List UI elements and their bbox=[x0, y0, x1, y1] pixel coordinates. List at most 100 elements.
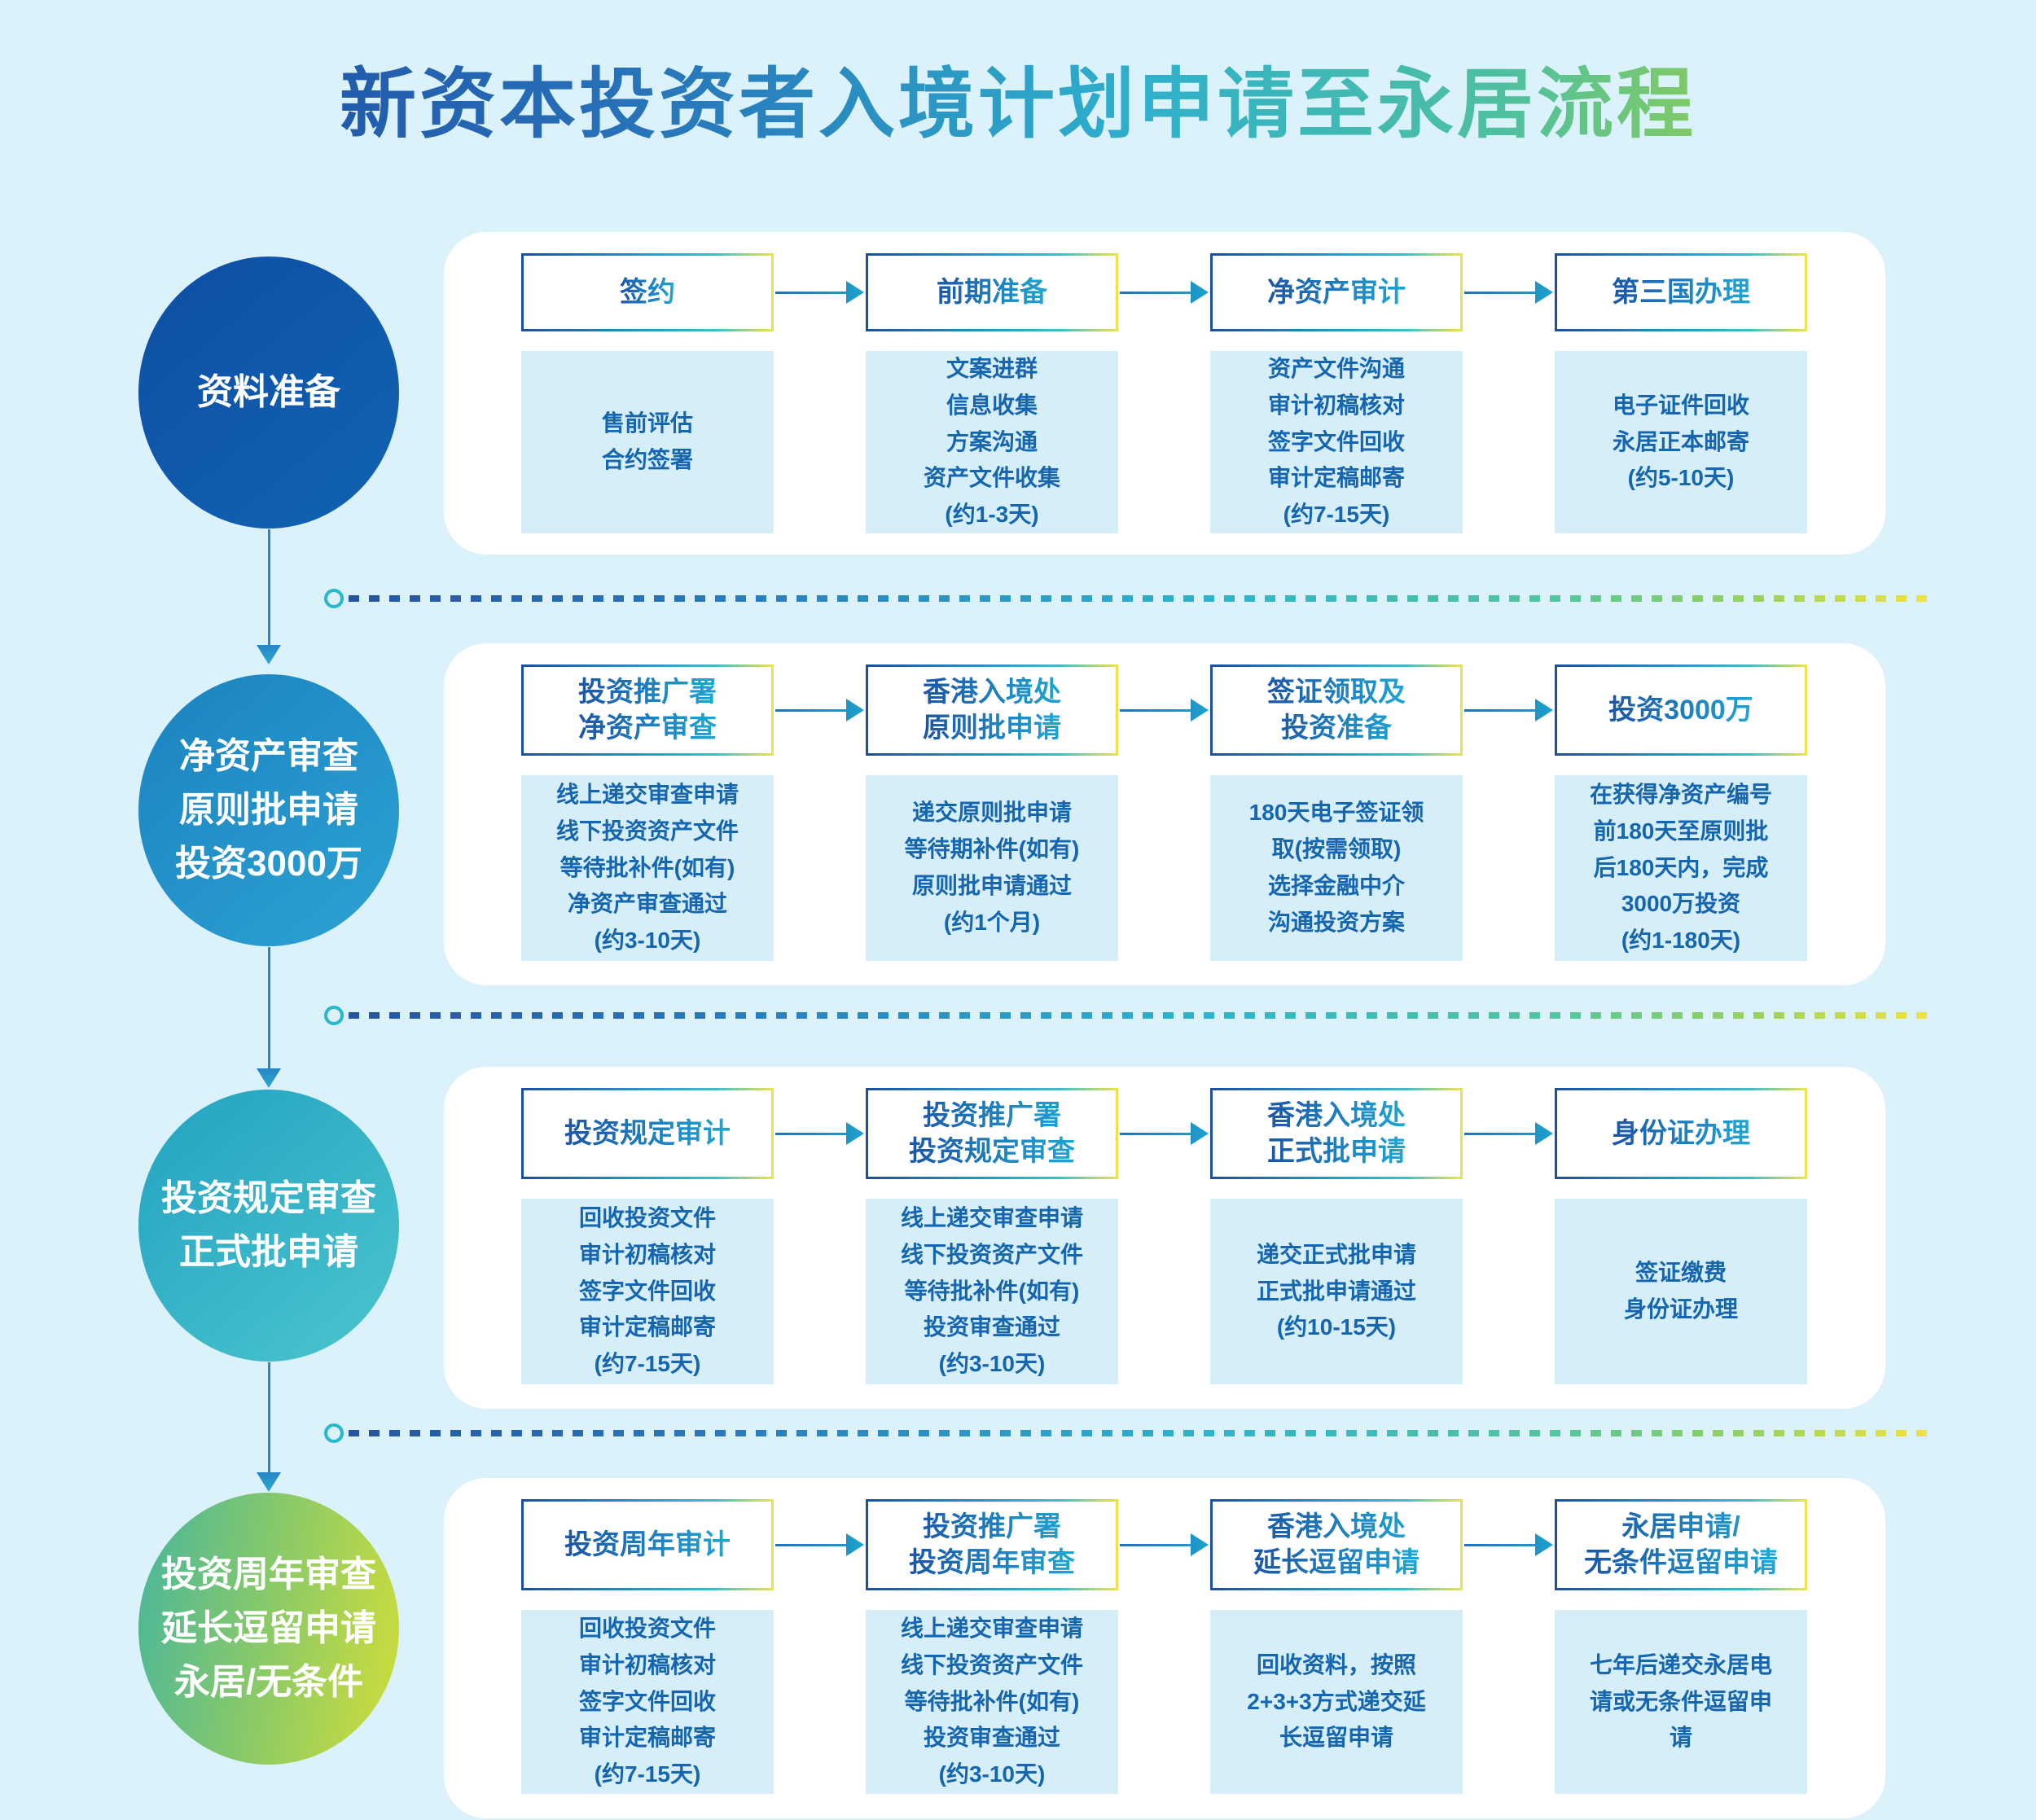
step-detail-box: 递交正式批申请 正式批申请通过 (约10-15天) bbox=[1210, 1199, 1463, 1384]
step-detail-box: 回收投资文件 审计初稿核对 签字文件回收 审计定稿邮寄 (约7-15天) bbox=[521, 1610, 774, 1794]
step-title-box: 香港入境处 正式批申请 bbox=[1210, 1088, 1463, 1179]
arrow-head bbox=[1191, 699, 1209, 721]
step-detail-text: 在获得净资产编号 前180天至原则批 后180天内，完成 3000万投资 (约1… bbox=[1589, 782, 1772, 954]
row-grid: 投资规定审计 回收投资文件 审计初稿核对 签字文件回收 审计定稿邮寄 (约7-1… bbox=[521, 1088, 1808, 1384]
step-title: 香港入境处 正式批申请 bbox=[1267, 1098, 1406, 1169]
arrow-line bbox=[1464, 708, 1535, 712]
step-preparation: 前期准备 文案进群 信息收集 方案沟通 资产文件收集 (约1-3天) bbox=[866, 253, 1118, 533]
step-title: 身份证办理 bbox=[1612, 1116, 1750, 1151]
step-detail-box: 回收投资文件 审计初稿核对 签字文件回收 审计定稿邮寄 (约7-15天) bbox=[521, 1199, 774, 1384]
step-investhk-net-asset: 投资推广署 净资产审查 线上递交审查申请 线下投资资产文件 等待批补件(如有) … bbox=[521, 664, 774, 961]
arrow-line bbox=[1464, 291, 1535, 294]
step-title: 投资推广署 投资周年审查 bbox=[909, 1509, 1075, 1581]
arrow-right-icon bbox=[1118, 1499, 1210, 1590]
arrow-right-icon bbox=[1463, 1088, 1555, 1179]
arrow-head bbox=[1535, 1122, 1553, 1145]
step-title: 投资推广署 净资产审查 bbox=[578, 674, 717, 746]
step-immd-formal-approval: 香港入境处 正式批申请 递交正式批申请 正式批申请通过 (约10-15天) bbox=[1210, 1088, 1463, 1384]
arrow-line bbox=[1464, 1543, 1535, 1546]
arrow-right-icon bbox=[1118, 664, 1210, 756]
step-investhk-rule-review: 投资推广署 投资规定审查 线上递交审查申请 线下投资资产文件 等待批补件(如有)… bbox=[866, 1088, 1118, 1384]
step-detail-text: 回收投资文件 审计初稿核对 签字文件回收 审计定稿邮寄 (约7-15天) bbox=[578, 1205, 716, 1377]
step-title: 净资产审计 bbox=[1267, 274, 1406, 310]
step-detail-box: 线上递交审查申请 线下投资资产文件 等待批补件(如有) 投资审查通过 (约3-1… bbox=[866, 1610, 1118, 1794]
row-card-investment-rule: 投资规定审计 回收投资文件 审计初稿核对 签字文件回收 审计定稿邮寄 (约7-1… bbox=[444, 1067, 1885, 1409]
step-title-box: 香港入境处 延长逗留申请 bbox=[1210, 1499, 1463, 1590]
step-detail-text: 线上递交审查申请 线下投资资产文件 等待批补件(如有) 净资产审查通过 (约3-… bbox=[555, 782, 739, 954]
step-title-box: 投资周年审计 bbox=[521, 1499, 774, 1590]
step-detail-text: 七年后递交永居电 请或无条件逗留申 请 bbox=[1589, 1651, 1772, 1751]
step-title-box: 投资推广署 投资规定审查 bbox=[866, 1088, 1118, 1179]
arrow-right-icon bbox=[1118, 1088, 1210, 1179]
arrow-right-icon bbox=[1118, 253, 1210, 331]
step-title: 前期准备 bbox=[937, 274, 1047, 310]
step-detail-box: 电子证件回收 永居正本邮寄 (约5-10天) bbox=[1555, 351, 1807, 533]
arrow-right-icon bbox=[1463, 1499, 1555, 1590]
step-detail-box: 售前评估 合约签署 bbox=[521, 351, 774, 533]
row-card-net-asset: 投资推广署 净资产审查 线上递交审查申请 线下投资资产文件 等待批补件(如有) … bbox=[444, 643, 1885, 985]
arrow-down-icon bbox=[257, 645, 281, 664]
step-title: 永居申请/ 无条件逗留申请 bbox=[1584, 1509, 1778, 1581]
step-title: 投资规定审计 bbox=[564, 1116, 731, 1151]
arrow-line bbox=[775, 1543, 846, 1546]
arrow-head bbox=[1191, 1533, 1209, 1556]
stage-circle-anniversary: 投资周年审查 延长逗留申请 永居/无条件 bbox=[138, 1493, 399, 1765]
connector-line-1 bbox=[268, 529, 270, 645]
dashed-separator-3 bbox=[324, 1423, 1927, 1443]
step-detail-box: 线上递交审查申请 线下投资资产文件 等待批补件(如有) 投资审查通过 (约3-1… bbox=[866, 1199, 1118, 1384]
arrow-line bbox=[1120, 291, 1191, 294]
step-detail-box: 资产文件沟通 审计初稿核对 签字文件回收 审计定稿邮寄 (约7-15天) bbox=[1210, 351, 1463, 533]
step-third-country: 第三国办理 电子证件回收 永居正本邮寄 (约5-10天) bbox=[1555, 253, 1807, 533]
row-grid: 投资周年审计 回收投资文件 审计初稿核对 签字文件回收 审计定稿邮寄 (约7-1… bbox=[521, 1499, 1808, 1794]
step-detail-text: 文案进群 信息收集 方案沟通 资产文件收集 (约1-3天) bbox=[923, 356, 1060, 528]
step-title: 签约 bbox=[620, 274, 675, 310]
row-card-anniversary: 投资周年审计 回收投资文件 审计初稿核对 签字文件回收 审计定稿邮寄 (约7-1… bbox=[444, 1478, 1885, 1818]
step-detail-text: 资产文件沟通 审计初稿核对 签字文件回收 审计定稿邮寄 (约7-15天) bbox=[1267, 356, 1405, 528]
arrow-right-icon bbox=[774, 664, 866, 756]
dashed-line bbox=[349, 1430, 1927, 1436]
arrow-head bbox=[846, 1122, 864, 1145]
step-title: 投资周年审计 bbox=[564, 1527, 731, 1563]
step-detail-box: 线上递交审查申请 线下投资资产文件 等待批补件(如有) 净资产审查通过 (约3-… bbox=[521, 775, 774, 961]
page-title: 新资本投资者入境计划申请至永居流程 bbox=[0, 42, 2036, 153]
step-invest-30m: 投资3000万 在获得净资产编号 前180天至原则批 后180天内，完成 300… bbox=[1555, 664, 1807, 961]
arrow-head bbox=[1535, 281, 1553, 304]
step-permanent-residency: 永居申请/ 无条件逗留申请 七年后递交永居电 请或无条件逗留申 请 bbox=[1555, 1499, 1807, 1794]
step-title: 投资推广署 投资规定审查 bbox=[909, 1098, 1075, 1169]
arrow-line bbox=[775, 291, 846, 294]
arrow-head bbox=[846, 699, 864, 721]
arrow-line bbox=[1120, 1132, 1191, 1135]
arrow-head bbox=[846, 1533, 864, 1556]
step-immd-extension: 香港入境处 延长逗留申请 回收资料，按照 2+3+3方式递交延 长逗留申请 bbox=[1210, 1499, 1463, 1794]
connector-line-3 bbox=[268, 1362, 270, 1472]
arrow-head bbox=[1535, 699, 1553, 721]
arrow-right-icon bbox=[1463, 664, 1555, 756]
step-detail-box: 180天电子签证领 取(按需领取) 选择金融中介 沟通投资方案 bbox=[1210, 775, 1463, 961]
step-title: 第三国办理 bbox=[1612, 274, 1750, 310]
connector-line-2 bbox=[268, 947, 270, 1068]
stage-circle-net-asset: 净资产审查 原则批申请 投资3000万 bbox=[138, 674, 399, 946]
step-title-box: 前期准备 bbox=[866, 253, 1118, 331]
step-detail-text: 递交原则批申请 等待期补件(如有) 原则批申请通过 (约1个月) bbox=[904, 800, 1080, 935]
step-detail-box: 回收资料，按照 2+3+3方式递交延 长逗留申请 bbox=[1210, 1610, 1463, 1794]
step-detail-text: 签证缴费 身份证办理 bbox=[1623, 1260, 1738, 1322]
step-title-box: 签约 bbox=[521, 253, 774, 331]
step-title: 香港入境处 延长逗留申请 bbox=[1253, 1509, 1419, 1581]
step-detail-box: 签证缴费 身份证办理 bbox=[1555, 1199, 1807, 1384]
stage-circle-materials: 资料准备 bbox=[138, 257, 399, 528]
step-title-box: 投资推广署 投资周年审查 bbox=[866, 1499, 1118, 1590]
step-detail-text: 180天电子签证领 取(按需领取) 选择金融中介 沟通投资方案 bbox=[1248, 800, 1424, 935]
stage-circle-investment-rule: 投资规定审查 正式批申请 bbox=[138, 1090, 399, 1362]
step-detail-text: 回收资料，按照 2+3+3方式递交延 长逗留申请 bbox=[1247, 1651, 1426, 1751]
step-sign-contract: 签约 售前评估 合约签署 bbox=[521, 253, 774, 533]
arrow-down-icon bbox=[257, 1068, 281, 1088]
step-detail-text: 线上递交审查申请 线下投资资产文件 等待批补件(如有) 投资审查通过 (约3-1… bbox=[900, 1616, 1083, 1787]
step-detail-text: 递交正式批申请 正式批申请通过 (约10-15天) bbox=[1256, 1241, 1416, 1340]
step-title-box: 永居申请/ 无条件逗留申请 bbox=[1555, 1499, 1807, 1590]
step-title-box: 签证领取及 投资准备 bbox=[1210, 664, 1463, 756]
step-detail-box: 在获得净资产编号 前180天至原则批 后180天内，完成 3000万投资 (约1… bbox=[1555, 775, 1807, 961]
step-detail-text: 售前评估 合约签署 bbox=[601, 410, 693, 472]
step-title-box: 投资3000万 bbox=[1555, 664, 1807, 756]
step-detail-box: 文案进群 信息收集 方案沟通 资产文件收集 (约1-3天) bbox=[866, 351, 1118, 533]
